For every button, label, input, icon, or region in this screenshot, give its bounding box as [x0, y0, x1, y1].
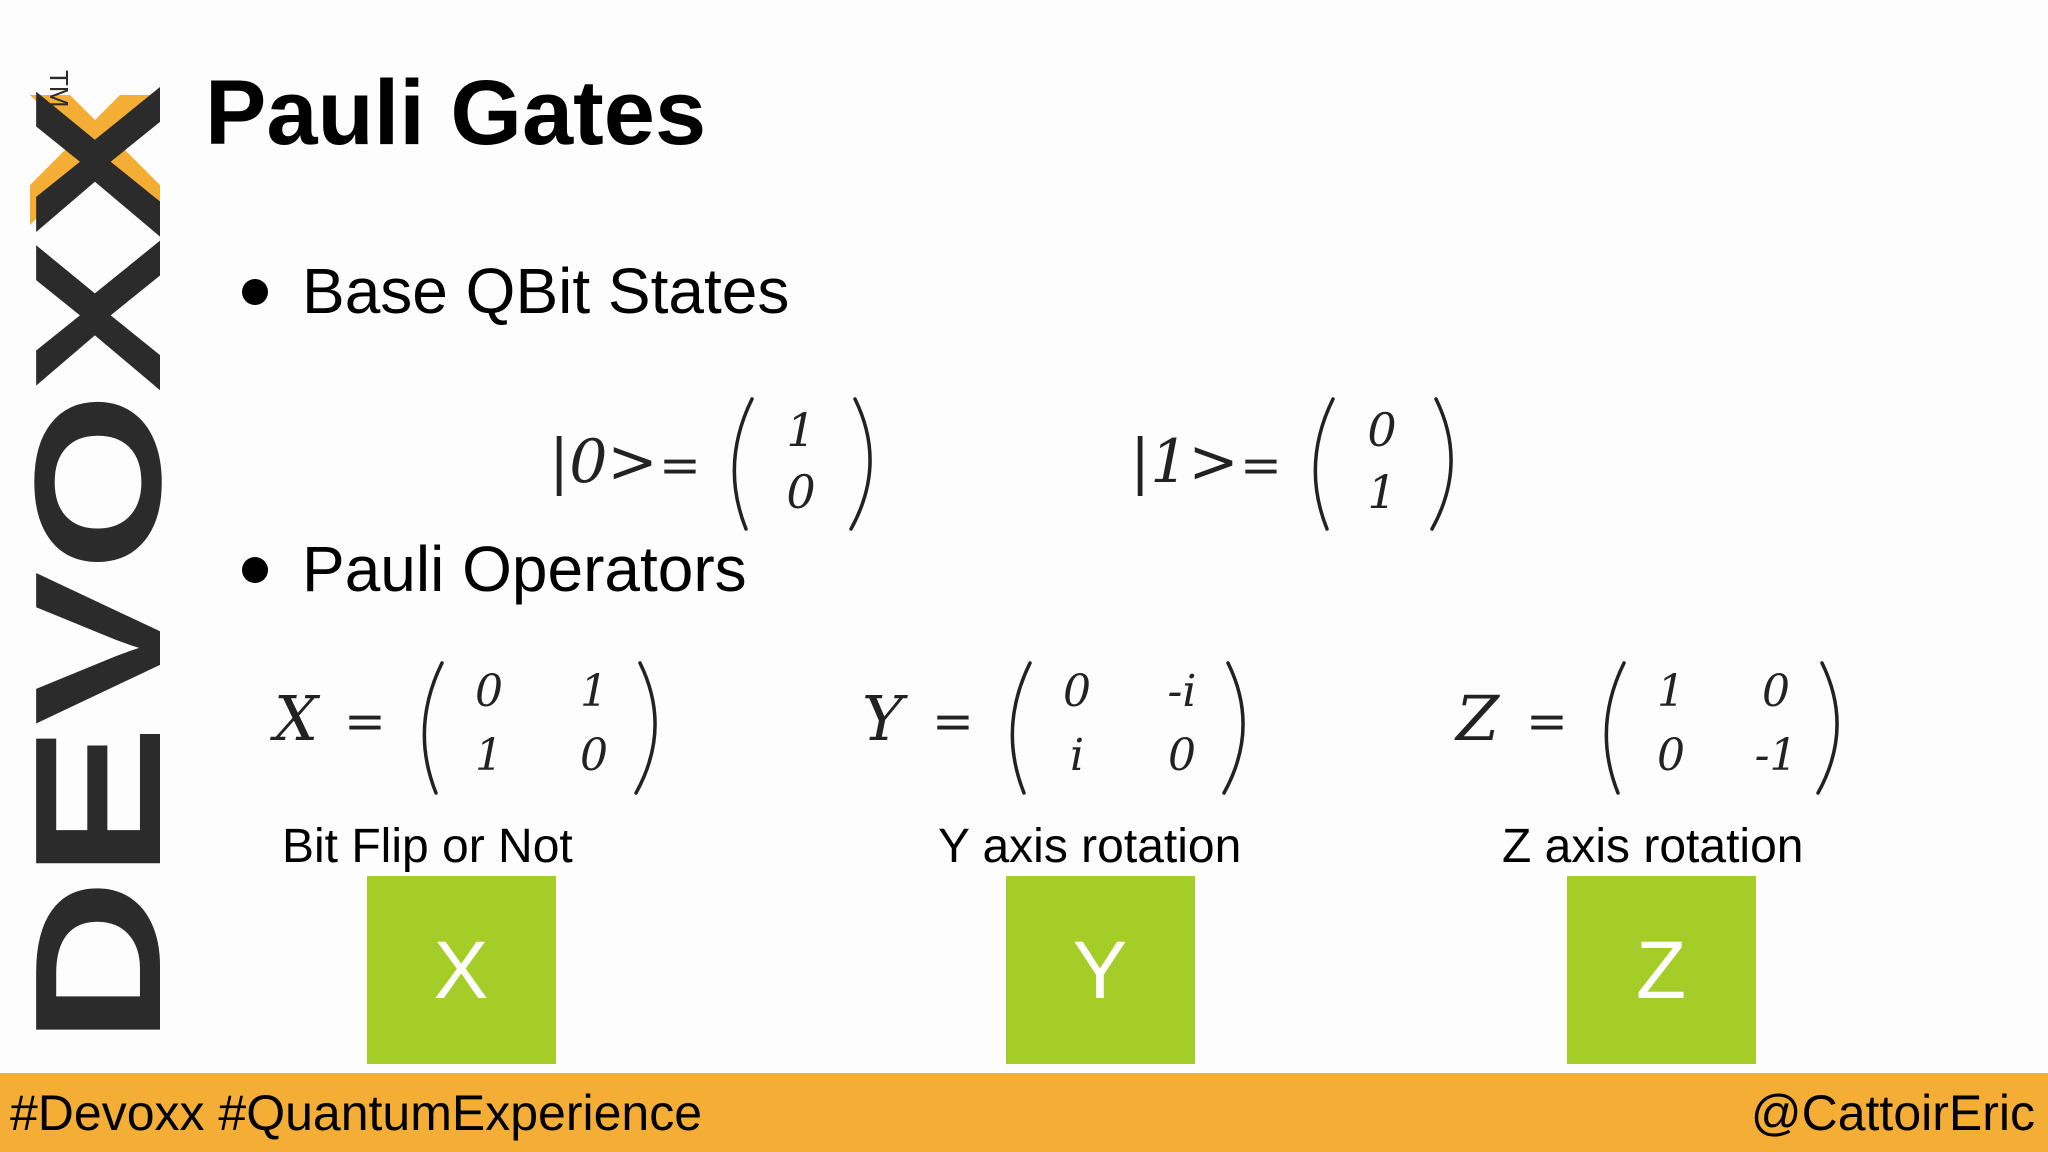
footer-bar: [0, 1073, 2048, 1152]
paren-left: [1604, 661, 1626, 795]
equals: =: [1526, 692, 1568, 750]
bullet-text: Base QBit States: [302, 255, 789, 327]
matrix-entry: -1: [1755, 730, 1798, 781]
paren-right: [849, 397, 872, 531]
paren-left: [422, 661, 444, 795]
matrix-entry: 1: [1657, 666, 1685, 717]
gate-caption: Z axis rotation: [1502, 820, 1803, 873]
paren-right: [1816, 661, 1839, 795]
paren-left: [1010, 661, 1032, 795]
logo-tm: TM: [44, 70, 74, 108]
gate-letter: Z: [1636, 925, 1686, 1016]
bullet-dot: [242, 279, 268, 305]
gate-box: [1006, 876, 1195, 1064]
gate-letter: X: [434, 925, 489, 1016]
paren-right: [1222, 661, 1245, 795]
matrix-entry: 0: [580, 730, 608, 781]
paren-left: [1313, 397, 1335, 531]
matrix-entry: 0: [1063, 666, 1091, 717]
gate-letter: Y: [1073, 925, 1128, 1016]
slide-title: Pauli Gates: [205, 62, 706, 164]
gate-caption: Y axis rotation: [938, 820, 1241, 873]
matrix-entry: 1: [475, 730, 503, 781]
logo-text: DEVOXX: [0, 85, 199, 1045]
matrix-entry: 0: [1762, 666, 1790, 717]
equals: =: [659, 436, 701, 494]
paren-left: [732, 397, 754, 531]
matrix-entry: 0: [1168, 730, 1196, 781]
gate-box: [367, 876, 556, 1064]
state-label: |0>: [549, 427, 658, 497]
equals: =: [1240, 436, 1282, 494]
logo-accent: [30, 95, 160, 225]
footer-handle: @CattoirEric: [1751, 1085, 2035, 1141]
matrix-entry: 0: [1657, 730, 1685, 781]
footer-hashtags: #Devoxx #QuantumExperience: [10, 1085, 702, 1141]
vector-entry: 0: [786, 465, 815, 519]
vector-entry: 1: [786, 403, 815, 457]
state-label: |1>: [1130, 427, 1239, 497]
matrix-entry: i: [1070, 730, 1084, 781]
matrix-entry: 0: [475, 666, 503, 717]
logo: DEVOXX TM: [0, 70, 199, 1045]
gate-caption: Bit Flip or Not: [282, 820, 573, 873]
gate-box: [1567, 876, 1756, 1064]
operator-symbol: X: [270, 682, 321, 755]
operator-symbol: Y: [862, 682, 908, 755]
vector-entry: 0: [1367, 403, 1396, 457]
equals: =: [932, 692, 974, 750]
paren-right: [634, 661, 657, 795]
bullet-dot: [242, 557, 268, 583]
matrix-entry: 1: [580, 666, 608, 717]
bullet-text: Pauli Operators: [302, 533, 747, 605]
matrix-entry: -i: [1168, 666, 1197, 717]
equals: =: [344, 692, 386, 750]
operator-symbol: Z: [1454, 682, 1500, 755]
vector-entry: 1: [1367, 465, 1396, 519]
paren-right: [1430, 397, 1453, 531]
